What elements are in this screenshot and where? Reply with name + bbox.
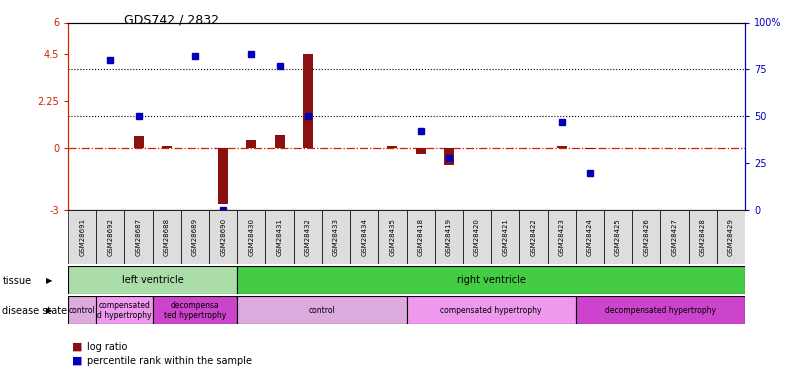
Text: GSM28419: GSM28419 [446, 218, 452, 256]
Bar [717, 210, 745, 264]
Bar [378, 210, 406, 264]
Text: GSM28426: GSM28426 [643, 218, 650, 256]
Bar [124, 210, 153, 264]
Bar [68, 266, 237, 294]
Text: GDS742 / 2832: GDS742 / 2832 [124, 13, 219, 26]
Bar [218, 147, 228, 204]
Bar [303, 54, 312, 147]
Text: GSM28688: GSM28688 [163, 218, 170, 256]
Text: GSM28421: GSM28421 [502, 218, 508, 256]
Bar [275, 135, 284, 147]
Bar [604, 210, 632, 264]
Text: GSM28420: GSM28420 [474, 218, 480, 256]
Text: ▶: ▶ [46, 306, 53, 315]
Bar [237, 266, 745, 294]
Bar [265, 210, 294, 264]
Bar [350, 210, 378, 264]
Bar [153, 296, 237, 324]
Text: log ratio: log ratio [87, 342, 127, 352]
Bar [247, 140, 256, 147]
Text: GSM28431: GSM28431 [276, 218, 283, 256]
Bar [632, 210, 660, 264]
Bar [463, 210, 491, 264]
Bar [491, 210, 519, 264]
Bar [96, 296, 153, 324]
Bar [388, 146, 397, 147]
Text: GSM28429: GSM28429 [728, 218, 734, 256]
Bar [660, 210, 689, 264]
Bar [406, 296, 576, 324]
Bar [548, 210, 576, 264]
Bar [444, 147, 453, 165]
Text: compensated
d hypertrophy: compensated d hypertrophy [97, 301, 151, 320]
Text: decompensa
ted hypertrophy: decompensa ted hypertrophy [164, 301, 226, 320]
Bar [519, 210, 548, 264]
Text: GSM28433: GSM28433 [333, 218, 339, 256]
Bar [557, 146, 566, 147]
Text: ■: ■ [72, 342, 83, 352]
Bar [322, 210, 350, 264]
Text: control: control [308, 306, 336, 315]
Bar [68, 296, 96, 324]
Bar [162, 146, 171, 147]
Bar [294, 210, 322, 264]
Bar [585, 147, 595, 148]
Text: right ventricle: right ventricle [457, 275, 525, 285]
Text: GSM28687: GSM28687 [135, 218, 142, 256]
Text: GSM28435: GSM28435 [389, 218, 396, 256]
Bar [134, 136, 143, 147]
Text: GSM28690: GSM28690 [220, 218, 226, 256]
Bar [209, 210, 237, 264]
Text: GSM28430: GSM28430 [248, 218, 255, 256]
Text: tissue: tissue [2, 276, 31, 285]
Bar [435, 210, 463, 264]
Text: decompensated hypertrophy: decompensated hypertrophy [605, 306, 716, 315]
Text: percentile rank within the sample: percentile rank within the sample [87, 356, 252, 366]
Text: GSM28423: GSM28423 [558, 218, 565, 256]
Text: GSM28428: GSM28428 [699, 218, 706, 256]
Text: control: control [69, 306, 95, 315]
Text: GSM28434: GSM28434 [361, 218, 367, 256]
Bar [576, 210, 604, 264]
Text: GSM28691: GSM28691 [79, 218, 85, 256]
Text: GSM28425: GSM28425 [615, 218, 621, 256]
Text: disease state: disease state [2, 306, 67, 315]
Text: GSM28418: GSM28418 [417, 218, 424, 256]
Text: GSM28432: GSM28432 [305, 218, 311, 256]
Bar [153, 210, 181, 264]
Text: left ventricle: left ventricle [122, 275, 183, 285]
Bar [68, 210, 96, 264]
Text: ■: ■ [72, 356, 83, 366]
Bar [96, 210, 124, 264]
Bar [181, 210, 209, 264]
Bar [237, 210, 265, 264]
Text: GSM28427: GSM28427 [671, 218, 678, 256]
Text: GSM28692: GSM28692 [107, 218, 114, 256]
Bar [689, 210, 717, 264]
Text: ▶: ▶ [46, 276, 53, 285]
Bar [406, 210, 435, 264]
Bar [576, 296, 745, 324]
Bar [237, 296, 406, 324]
Text: GSM28689: GSM28689 [192, 218, 198, 256]
Text: GSM28424: GSM28424 [587, 218, 593, 256]
Bar [416, 147, 425, 154]
Text: compensated hypertrophy: compensated hypertrophy [441, 306, 541, 315]
Text: GSM28422: GSM28422 [530, 218, 537, 256]
